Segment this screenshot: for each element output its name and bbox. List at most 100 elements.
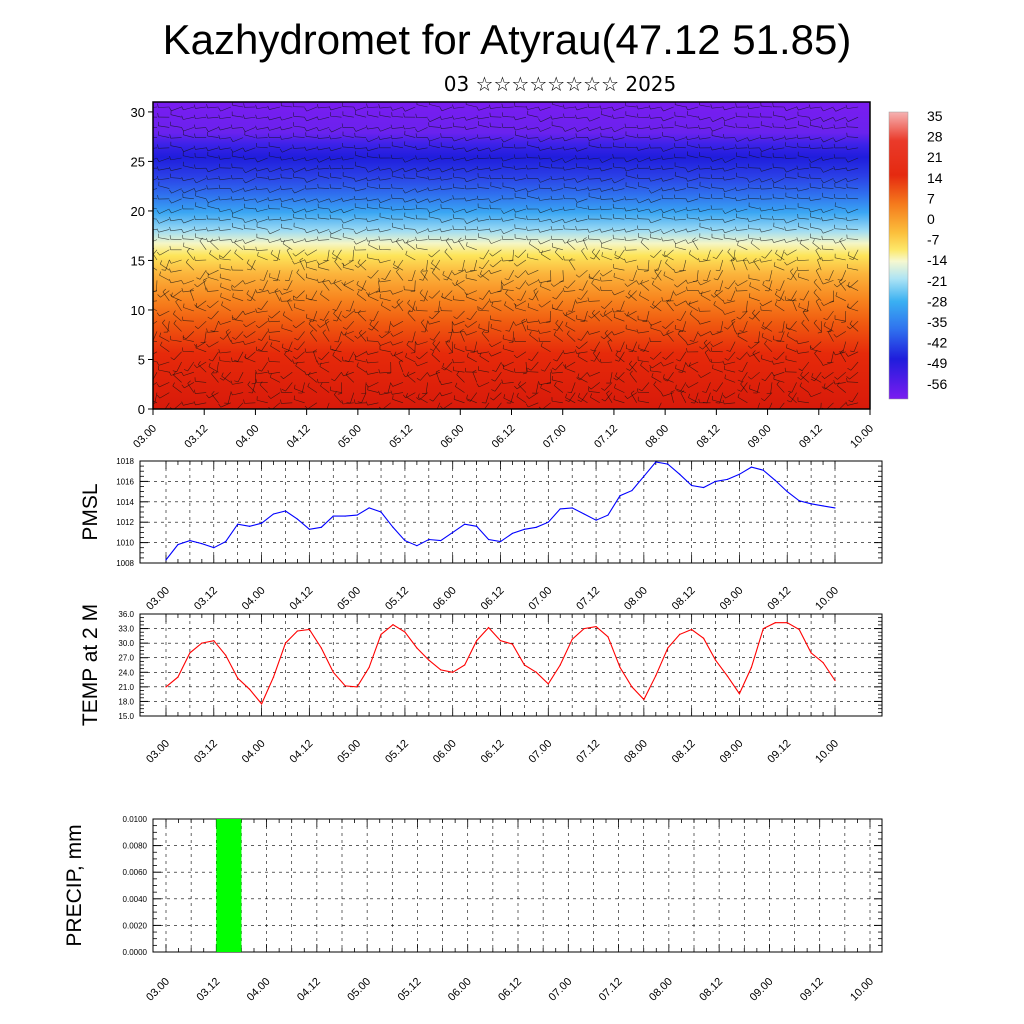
wind-barb <box>153 136 158 138</box>
wind-barb <box>651 188 662 194</box>
wind-barb <box>453 176 465 179</box>
wind-barb-flag <box>698 125 700 130</box>
wind-barb <box>582 239 588 250</box>
wind-barb <box>220 296 231 302</box>
wind-barb-flag <box>333 310 337 314</box>
wind-barb <box>773 378 785 383</box>
wind-barb-flag <box>453 395 455 400</box>
wind-barb <box>355 114 367 118</box>
wind-barb-flag <box>574 217 578 222</box>
wind-barb-flag <box>169 245 171 250</box>
wind-barb-flag <box>636 280 639 285</box>
wind-barb-flag <box>747 217 750 222</box>
wind-barb <box>839 240 847 250</box>
wind-barb-flag <box>784 261 788 266</box>
wind-barb-flag <box>703 339 708 344</box>
data-point <box>667 647 669 649</box>
wind-barb <box>503 157 514 162</box>
wind-barb-flag <box>145 385 148 388</box>
wind-barb <box>775 253 785 261</box>
wind-barb <box>482 259 490 270</box>
wind-barb-flag <box>648 135 651 140</box>
wind-barb-flag <box>503 394 506 399</box>
wind-barb <box>736 198 748 202</box>
wind-barb-flag <box>784 251 788 256</box>
wind-barb-flag <box>218 163 221 168</box>
wind-barb-flag <box>220 282 222 287</box>
wind-barb-flag <box>752 350 756 354</box>
y-tick-label: 25 <box>131 154 145 169</box>
wind-barb <box>836 331 846 338</box>
wind-barb <box>797 269 809 272</box>
wind-barb <box>492 249 502 257</box>
wind-barb-flag <box>591 309 595 314</box>
colorbar-label: -56 <box>927 376 947 392</box>
wind-barb-flag <box>428 235 430 240</box>
wind-barb <box>219 229 231 231</box>
wind-barb-flag <box>629 370 633 374</box>
wind-barb <box>515 127 527 131</box>
wind-barb-flag <box>488 290 492 294</box>
wind-barb <box>436 402 441 409</box>
wind-barb-flag <box>478 307 483 310</box>
wind-barb <box>490 269 502 274</box>
data-point <box>213 547 215 549</box>
wind-barb <box>330 176 342 179</box>
wind-barb-flag <box>525 188 529 193</box>
wind-barb <box>356 365 367 373</box>
y-tick-label: 10 <box>131 303 145 318</box>
wind-barb <box>344 259 354 267</box>
wind-barb <box>736 166 748 169</box>
wind-barb <box>748 278 760 281</box>
wind-barb <box>173 374 182 383</box>
wind-barb <box>835 116 846 122</box>
wind-barb <box>417 341 428 346</box>
wind-barb-flag <box>624 167 627 172</box>
wind-barb <box>306 116 318 122</box>
wind-barb <box>826 310 834 321</box>
wind-barb <box>478 351 490 354</box>
wind-barb <box>355 178 367 182</box>
wind-barb-flag <box>181 371 184 376</box>
wind-barb-flag <box>685 384 689 388</box>
wind-barb <box>762 325 773 332</box>
wind-barb-flag <box>562 159 566 163</box>
wind-barb <box>183 229 194 234</box>
wind-barb-flag <box>562 176 565 181</box>
wind-barb <box>186 251 195 261</box>
wind-barb <box>693 331 699 342</box>
data-point <box>738 693 741 695</box>
wind-barb <box>469 392 478 402</box>
wind-barb-flag <box>329 128 332 133</box>
wind-barb-flag <box>799 239 802 244</box>
wind-barb <box>154 392 158 404</box>
wind-barb-flag <box>320 382 323 387</box>
wind-barb <box>349 300 355 312</box>
wind-barb <box>263 270 268 281</box>
wind-barb-flag <box>759 167 762 172</box>
wind-barb-flag <box>244 354 247 359</box>
wind-barb-flag <box>232 293 234 298</box>
wind-barb <box>527 306 539 312</box>
wind-barb-flag <box>255 114 258 119</box>
wind-barb <box>220 277 231 281</box>
data-point <box>631 686 633 688</box>
wind-barb <box>787 335 797 342</box>
wind-barb <box>221 304 231 312</box>
data-point <box>356 514 358 516</box>
wind-barb <box>355 229 367 235</box>
wind-barb-flag <box>171 292 173 297</box>
wind-barb <box>153 239 158 242</box>
colorbar-label: -42 <box>927 335 947 351</box>
y-tick-label: 18.0 <box>118 697 134 706</box>
wind-barb <box>828 270 834 281</box>
y-tick-label: 0.0100 <box>123 815 148 824</box>
wind-barb <box>823 208 834 213</box>
wind-barb <box>841 270 847 281</box>
y-tick-label: 1018 <box>116 457 134 466</box>
wind-barb <box>662 217 674 220</box>
wind-barb-flag <box>784 185 786 190</box>
wind-barb <box>269 290 281 294</box>
wind-barb <box>380 341 391 346</box>
wind-barb <box>158 361 170 366</box>
